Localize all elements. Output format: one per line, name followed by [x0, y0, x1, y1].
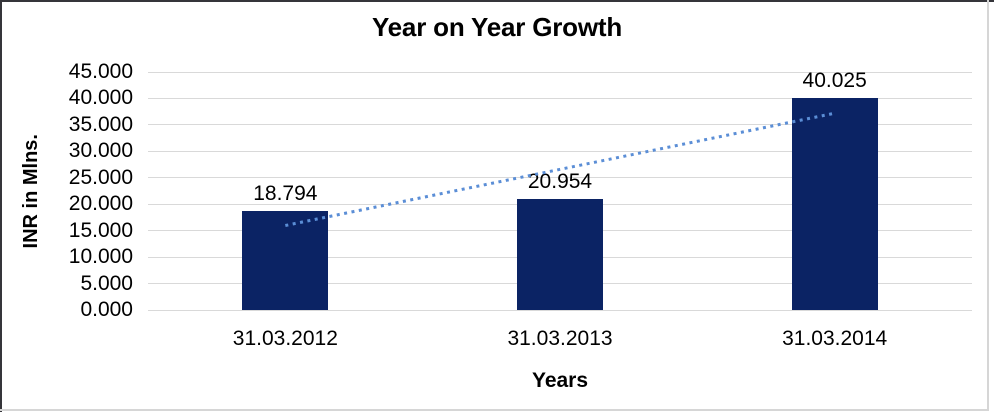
frame-border-left	[0, 0, 2, 412]
gridline	[148, 177, 972, 179]
y-tick-label: 20.000	[68, 192, 133, 216]
y-tick-label: 25.000	[68, 165, 133, 189]
y-tick-label: 5.000	[80, 271, 133, 295]
plot-area: 18.794 20.954 40.025	[148, 69, 972, 310]
y-tick-label: 0.000	[80, 298, 133, 321]
gridline	[148, 150, 972, 152]
frame-border-top	[0, 0, 994, 2]
trendline	[285, 111, 835, 227]
y-tick-label: 30.000	[68, 139, 133, 163]
gridline	[148, 71, 972, 73]
bar-data-label: 40.025	[802, 69, 867, 93]
x-tick-label: 31.03.2014	[782, 327, 888, 350]
frame-border-bottom	[0, 409, 989, 411]
gridline	[148, 309, 972, 311]
trendline-layer	[285, 111, 835, 227]
y-tick-label: 35.000	[68, 112, 133, 136]
x-tick-label: 31.03.2013	[507, 327, 613, 350]
x-axis-title: Years	[531, 369, 589, 392]
frame-border-right	[987, 0, 989, 411]
gridline	[148, 97, 972, 99]
y-tick-label: 45.000	[68, 60, 133, 83]
x-tick-label: 31.03.2012	[232, 327, 338, 350]
bar-data-label: 18.794	[253, 181, 318, 205]
y-tick-label: 10.000	[68, 245, 133, 269]
bar	[517, 199, 603, 310]
chart-title: Year on Year Growth	[371, 12, 623, 42]
y-tick-label: 15.000	[68, 218, 133, 242]
bar	[242, 210, 329, 310]
bar-data-label: 20.954	[527, 170, 593, 194]
y-tick-label: 40.000	[68, 86, 133, 110]
gridline	[148, 124, 972, 126]
bar	[791, 98, 878, 310]
